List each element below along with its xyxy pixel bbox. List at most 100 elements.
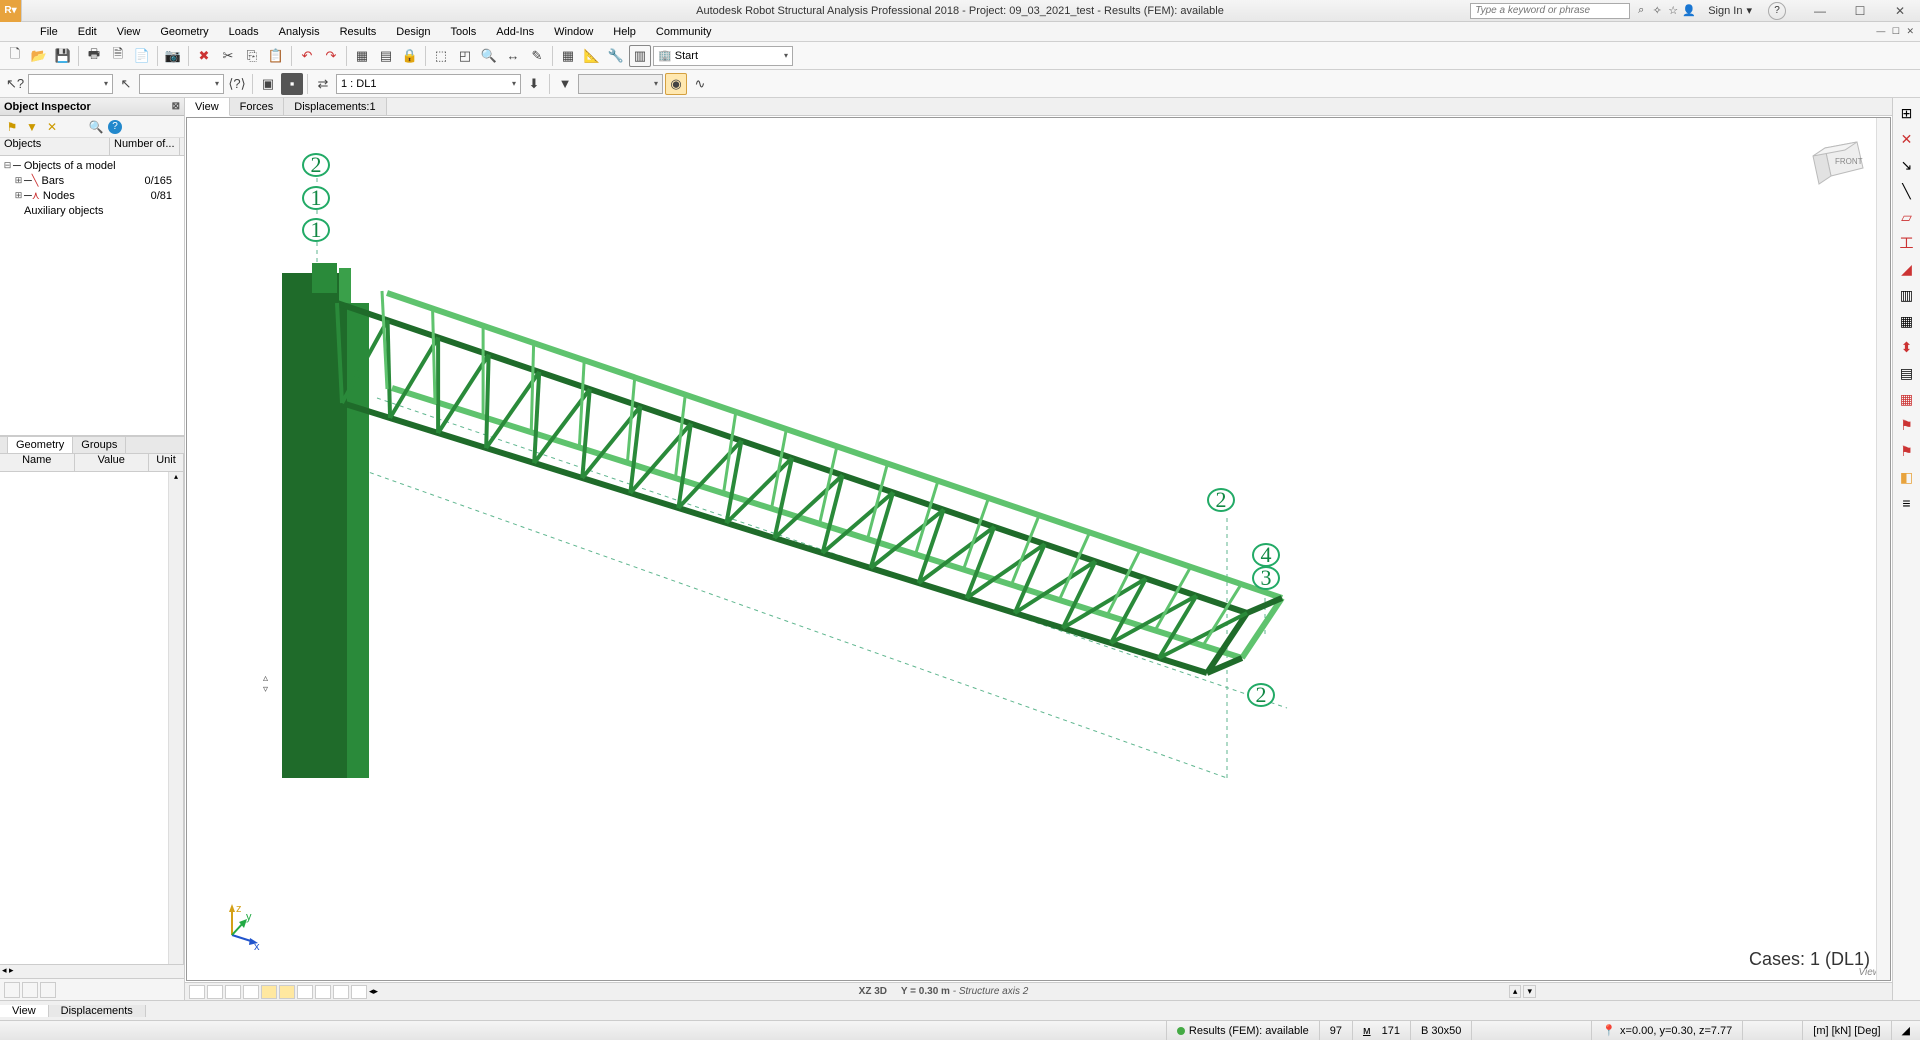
loadtype-icon[interactable]: ▤ [1896, 362, 1918, 384]
property-grid[interactable] [0, 472, 184, 964]
node-combo[interactable] [28, 74, 113, 94]
view3-icon[interactable] [40, 982, 56, 998]
tab-groups[interactable]: Groups [73, 437, 126, 453]
support-icon[interactable]: ▼ [554, 73, 576, 95]
menu-view[interactable]: View [107, 26, 151, 38]
menu-window[interactable]: Window [544, 26, 603, 38]
support2-icon[interactable]: ▥ [1896, 284, 1918, 306]
undo-icon[interactable]: ↶ [296, 45, 318, 67]
delete-icon[interactable]: ✖ [193, 45, 215, 67]
copy-icon[interactable]: ⎘ [241, 45, 263, 67]
tab-view-bottom[interactable]: View [0, 1005, 49, 1017]
loadtable-icon[interactable]: ▦ [1896, 388, 1918, 410]
display-icon[interactable]: ▣ [257, 73, 279, 95]
tab-forces[interactable]: Forces [230, 98, 285, 115]
nav-up-icon[interactable]: ▴ [1509, 985, 1522, 998]
tab-geometry[interactable]: Geometry [8, 437, 73, 453]
scrollbar[interactable] [168, 472, 183, 964]
search-input[interactable] [1470, 3, 1630, 19]
zoom-icon[interactable]: 🔍 [478, 45, 500, 67]
calc2-icon[interactable]: ⚑ [1896, 440, 1918, 462]
tab-displacements[interactable]: Displacements:1 [284, 98, 386, 115]
vf-icon[interactable] [225, 985, 241, 999]
axes-icon[interactable]: ✕ [1896, 128, 1918, 150]
star-icon[interactable]: ☆ [1666, 4, 1680, 18]
measure-icon[interactable]: 📐 [581, 45, 603, 67]
more-icon[interactable]: ≡ [1896, 492, 1918, 514]
tool-icon[interactable]: ✎ [526, 45, 548, 67]
dim-icon[interactable]: ▪ [281, 73, 303, 95]
apply-load-icon[interactable]: ⬇ [523, 73, 545, 95]
menu-file[interactable]: File [30, 26, 68, 38]
support-combo[interactable] [578, 74, 663, 94]
edit-mode-icon[interactable]: ▦ [351, 45, 373, 67]
view-toggle-icon[interactable]: ◉ [665, 73, 687, 95]
loaddef-icon[interactable]: ⚑ [1896, 414, 1918, 436]
help-blue-icon[interactable]: ? [108, 120, 122, 134]
vf-icon[interactable] [243, 985, 259, 999]
grid-icon[interactable]: ▤ [375, 45, 397, 67]
vf-icon[interactable] [351, 985, 367, 999]
link-icon[interactable]: ∿ [689, 73, 711, 95]
node-select-icon[interactable]: ↖? [4, 73, 26, 95]
node-icon[interactable]: ↘ [1896, 154, 1918, 176]
app-logo[interactable]: R▾ [0, 0, 22, 22]
menu-results[interactable]: Results [330, 26, 387, 38]
select-icon[interactable]: ⬚ [430, 45, 452, 67]
menu-add-ins[interactable]: Add-Ins [486, 26, 544, 38]
panel-icon[interactable]: ▱ [1896, 206, 1918, 228]
menu-help[interactable]: Help [603, 26, 646, 38]
vf-icon[interactable] [261, 985, 277, 999]
tree-item-bars[interactable]: ⊞─╲ Bars0/165 [0, 173, 184, 188]
lock-icon[interactable]: 🔒 [399, 45, 421, 67]
vf-icon[interactable] [207, 985, 223, 999]
view2-icon[interactable] [22, 982, 38, 998]
signin-button[interactable]: Sign In ▾ [1700, 4, 1760, 17]
section-icon[interactable]: 工 [1896, 232, 1918, 254]
cut-icon[interactable]: ✂ [217, 45, 239, 67]
bar-combo[interactable] [139, 74, 224, 94]
open-icon[interactable]: 📂 [28, 45, 50, 67]
release-icon[interactable]: ▦ [1896, 310, 1918, 332]
print-icon[interactable]: 🖶 [83, 45, 105, 67]
redo-icon[interactable]: ↷ [320, 45, 342, 67]
filter-x-icon[interactable]: ✕ [44, 119, 60, 135]
binoculars-icon[interactable]: ⌕ [1634, 4, 1648, 18]
menu-tools[interactable]: Tools [441, 26, 487, 38]
new-icon[interactable]: 🗋 [4, 45, 26, 67]
filter-funnel-icon[interactable]: ▼ [24, 119, 40, 135]
minimize-button[interactable]: — [1800, 0, 1840, 22]
pan-icon[interactable]: ↔ [502, 45, 524, 67]
menu-analysis[interactable]: Analysis [269, 26, 330, 38]
close-button[interactable]: ✕ [1880, 0, 1920, 22]
screenshot-icon[interactable]: 📷 [162, 45, 184, 67]
menu-edit[interactable]: Edit [68, 26, 107, 38]
layout-icon[interactable]: ▥ [629, 45, 651, 67]
page-setup-icon[interactable]: 📄 [131, 45, 153, 67]
menu-community[interactable]: Community [646, 26, 722, 38]
vf-icon[interactable] [297, 985, 313, 999]
window-icon[interactable]: ◰ [454, 45, 476, 67]
menu-loads[interactable]: Loads [219, 26, 269, 38]
settings-icon[interactable]: 🔧 [605, 45, 627, 67]
view-cube[interactable]: FRONT [1805, 128, 1875, 198]
preview-icon[interactable]: 🗎 [107, 45, 129, 67]
vf-icon[interactable] [315, 985, 331, 999]
save-icon[interactable]: 💾 [52, 45, 74, 67]
tab-view[interactable]: View [185, 98, 230, 116]
paste-icon[interactable]: 📋 [265, 45, 287, 67]
nav-down-icon[interactable]: ▾ [1523, 985, 1536, 998]
filter-green-icon[interactable]: ⚑ [4, 119, 20, 135]
key-icon[interactable]: ✧ [1650, 4, 1664, 18]
help-icon[interactable]: ? [1768, 2, 1786, 20]
tree-item-nodes[interactable]: ⊞─⋏ Nodes0/81 [0, 188, 184, 203]
mdi-controls[interactable]: — ☐ ✕ [1876, 26, 1916, 37]
object-tree[interactable]: ⊟─ Objects of a model ⊞─╲ Bars0/165⊞─⋏ N… [0, 156, 184, 436]
status-resize-icon[interactable]: ◢ [1891, 1021, 1920, 1040]
calc-icon[interactable]: ▦ [557, 45, 579, 67]
bar-select-icon[interactable]: ↖ [115, 73, 137, 95]
viewport-vscroll[interactable] [1876, 118, 1890, 980]
layout-combo[interactable]: 🏢 Start [653, 46, 793, 66]
maximize-button[interactable]: ☐ [1840, 0, 1880, 22]
vf-icon[interactable] [333, 985, 349, 999]
